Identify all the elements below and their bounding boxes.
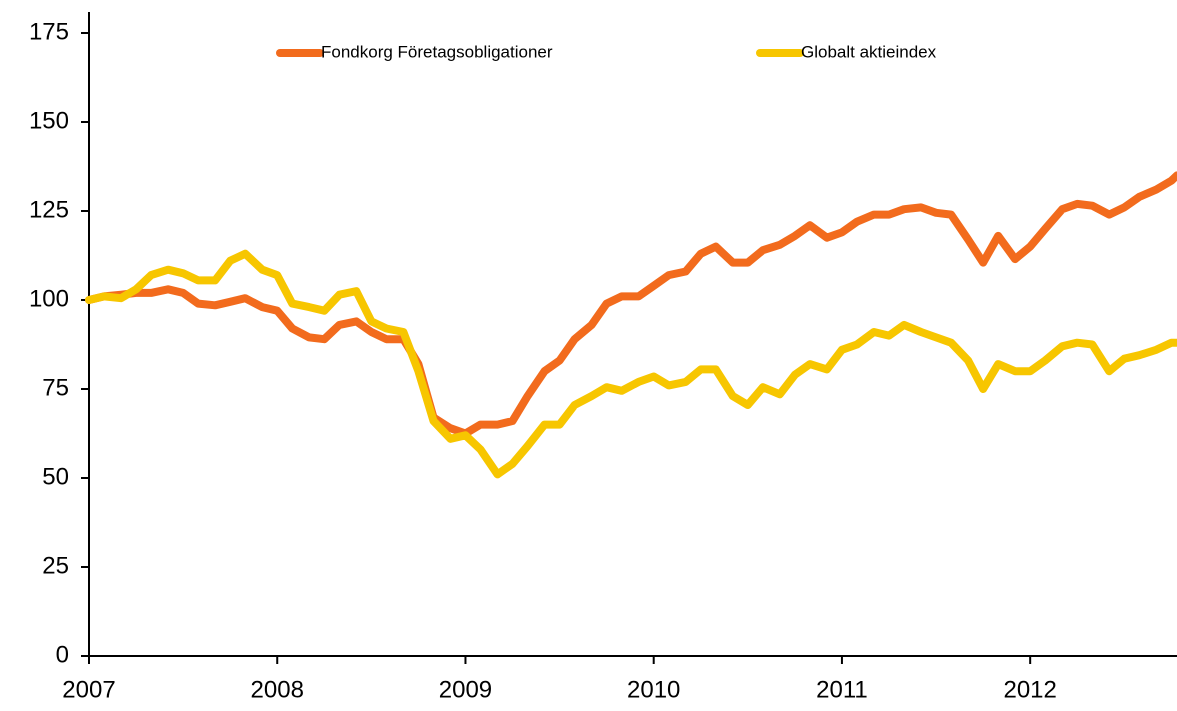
- x-tick-label: 2011: [816, 676, 868, 703]
- y-tick-label: 125: [29, 196, 69, 223]
- y-tick-label: 100: [29, 285, 69, 312]
- y-tick-label: 75: [42, 374, 69, 401]
- legend-label: Fondkorg Företagsobligationer: [321, 42, 553, 61]
- y-tick-label: 25: [42, 552, 69, 579]
- y-tick-label: 0: [56, 641, 69, 668]
- y-tick-label: 175: [29, 18, 69, 45]
- x-tick-label: 2009: [439, 676, 492, 703]
- x-tick-label: 2012: [1003, 676, 1056, 703]
- legend-label: Globalt aktieindex: [801, 42, 937, 61]
- y-tick-label: 150: [29, 107, 69, 134]
- x-tick-label: 2010: [627, 676, 680, 703]
- series-line: [85, 171, 1177, 438]
- x-tick-label: 2007: [62, 676, 115, 703]
- y-tick-label: 50: [42, 463, 69, 490]
- x-tick-label: 2008: [251, 676, 304, 703]
- series-line: [85, 249, 1177, 479]
